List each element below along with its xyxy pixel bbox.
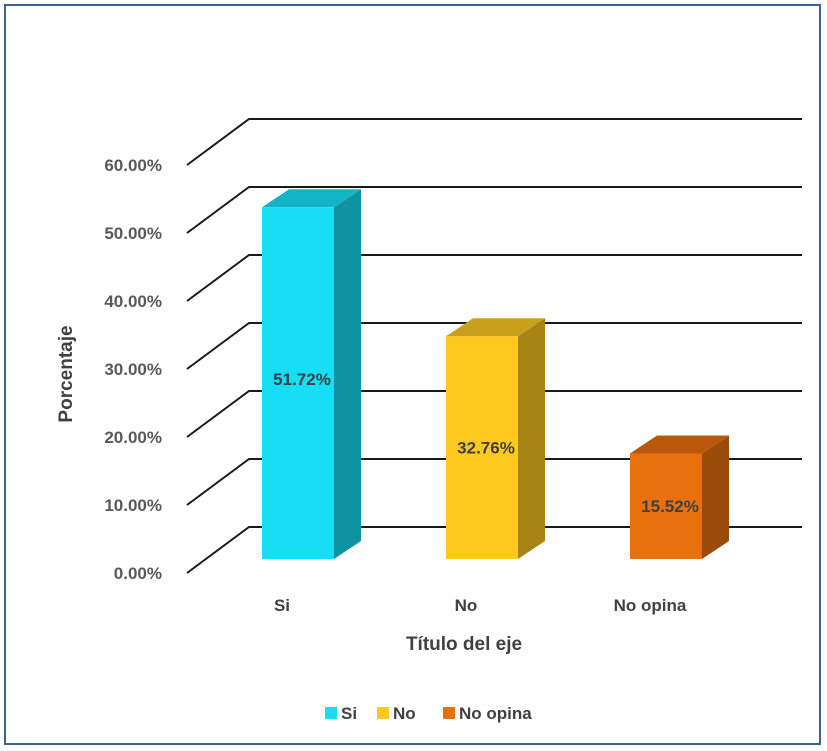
chart-frame: 0.00% 10.00% 20.00% 30.00% 40.00% 50.00% 60.00… (4, 4, 821, 745)
legend-swatch (325, 707, 337, 719)
legend-label: No (393, 704, 416, 723)
data-labels: 51.72% 32.76% 15.52% (273, 370, 699, 516)
bar-side (702, 435, 729, 559)
y-tick-label: 50.00% (104, 224, 162, 243)
x-axis-categories: Si No No opina (274, 596, 687, 615)
y-tick-label: 10.00% (104, 496, 162, 515)
bar-chart: 0.00% 10.00% 20.00% 30.00% 40.00% 50.00% 60.00… (56, 118, 802, 723)
y-tick-label: 60.00% (104, 156, 162, 175)
bar-no (446, 318, 545, 559)
legend-swatch (377, 707, 389, 719)
x-tick-label: No (455, 596, 478, 615)
x-axis-title: Título del eje (406, 634, 522, 655)
gridline (186, 526, 802, 574)
bar-front (630, 453, 702, 559)
bar-top (630, 435, 729, 454)
bar-top (262, 189, 361, 208)
x-tick-label: No opina (614, 596, 687, 615)
bars (262, 189, 729, 559)
data-label: 32.76% (457, 439, 515, 458)
gridline (186, 186, 802, 234)
bar-front (446, 336, 518, 559)
y-tick-label: 30.00% (104, 360, 162, 379)
bar-front (262, 207, 334, 559)
y-tick-label: 40.00% (104, 292, 162, 311)
bar-si (262, 189, 361, 559)
gridline (186, 458, 802, 506)
legend: Si No No opina (325, 704, 532, 723)
bar-side (334, 189, 361, 559)
bar-no-opina (630, 435, 729, 559)
gridline (186, 118, 802, 166)
y-tick-label: 0.00% (114, 564, 162, 583)
legend-label: No opina (459, 704, 532, 723)
gridlines (186, 118, 802, 574)
legend-item: No (377, 704, 416, 723)
legend-item: Si (325, 704, 357, 723)
bar-side (518, 318, 545, 559)
gridline (186, 254, 802, 302)
y-tick-label: 20.00% (104, 428, 162, 447)
gridline (186, 322, 802, 370)
y-axis-title: Porcentaje (56, 325, 77, 422)
legend-label: Si (341, 704, 357, 723)
y-axis-ticks: 0.00% 10.00% 20.00% 30.00% 40.00% 50.00% 60.00… (104, 156, 162, 583)
gridline (186, 390, 802, 438)
bar-top (446, 318, 545, 337)
legend-item: No opina (443, 704, 532, 723)
legend-swatch (443, 707, 455, 719)
data-label: 51.72% (273, 370, 331, 389)
data-label: 15.52% (641, 497, 699, 516)
x-tick-label: Si (274, 596, 290, 615)
